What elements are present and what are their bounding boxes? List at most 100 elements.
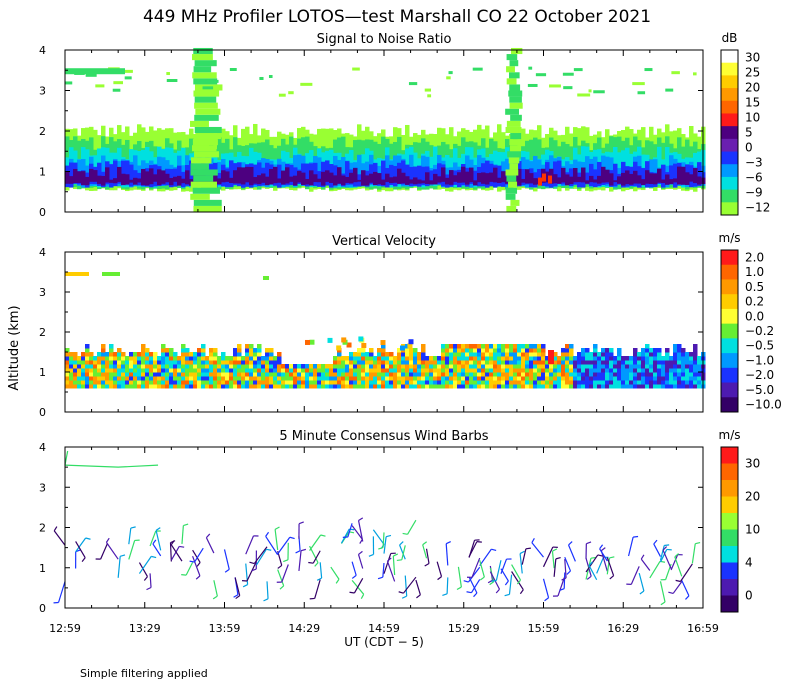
snr-cell <box>545 171 550 183</box>
snr-cell <box>357 179 362 182</box>
snr-cell <box>293 175 298 186</box>
velocity-cell <box>393 364 398 369</box>
velocity-cell <box>129 380 134 385</box>
velocity-cell <box>421 344 426 349</box>
wind-barb <box>466 591 472 594</box>
velocity-cell <box>593 376 598 381</box>
velocity-cell <box>541 348 546 353</box>
velocity-cell <box>245 372 250 377</box>
snr-cell <box>393 176 398 183</box>
velocity-cell <box>649 368 654 373</box>
velocity-cell <box>621 380 626 385</box>
velocity-cell <box>161 372 166 377</box>
velocity-cell <box>213 360 218 365</box>
snr-cell <box>521 178 526 183</box>
velocity-cell <box>585 364 590 369</box>
snr-cell <box>589 175 594 183</box>
velocity-cell <box>429 360 434 365</box>
snr-cell <box>562 72 574 76</box>
velocity-cell <box>605 384 610 389</box>
wind-barb <box>471 557 481 578</box>
velocity-cell <box>293 376 298 381</box>
velocity-cell <box>161 360 166 365</box>
velocity-cell <box>305 364 310 369</box>
velocity-cell <box>377 364 382 369</box>
velocity-cell <box>105 376 110 381</box>
velocity-cell <box>581 368 586 373</box>
velocity-cell <box>137 384 142 389</box>
snr-cell <box>193 66 212 73</box>
velocity-cell <box>217 372 222 377</box>
velocity-cell <box>377 376 382 381</box>
velocity-cell <box>489 348 494 353</box>
snr-cell <box>681 166 686 185</box>
snr-cell <box>125 160 130 185</box>
wind-barb <box>242 584 248 588</box>
velocity-cell <box>269 360 274 365</box>
velocity-cell <box>633 376 638 381</box>
velocity-cell <box>277 364 282 369</box>
velocity-cell <box>353 360 358 365</box>
velocity-cell <box>457 372 462 377</box>
velocity-cell <box>349 384 354 389</box>
velocity-cell <box>325 372 330 377</box>
y-tick-label: 3 <box>39 286 46 299</box>
wind-barb <box>386 560 396 582</box>
snr-cell <box>101 175 106 186</box>
snr-cell <box>510 145 522 152</box>
wind-barb <box>360 594 365 599</box>
velocity-cell <box>265 372 270 377</box>
velocity-cell <box>85 372 90 377</box>
velocity-cell <box>213 356 218 361</box>
velocity-cell <box>225 380 230 385</box>
velocity-cell <box>153 356 158 361</box>
wind-barb <box>424 562 430 567</box>
velocity-cell <box>693 372 698 377</box>
velocity-cell <box>545 368 550 373</box>
velocity-cell <box>461 384 466 389</box>
wind-barb <box>100 542 109 560</box>
velocity-cell <box>189 356 194 361</box>
velocity-cell <box>593 356 598 361</box>
velocity-cell <box>365 356 370 361</box>
velocity-cell <box>77 384 82 389</box>
velocity-cell <box>533 352 538 357</box>
velocity-cell <box>465 356 470 361</box>
velocity-cell <box>309 368 314 373</box>
velocity-cell <box>185 348 190 353</box>
velocity-cell <box>353 368 358 373</box>
velocity-cell <box>517 344 522 349</box>
colorbar-label: 30 <box>745 51 760 65</box>
wind-barb <box>179 545 185 548</box>
wind-barb <box>383 553 392 574</box>
velocity-cell <box>677 376 682 381</box>
colorbar: m/s2.01.00.50.20.0−0.2−0.5−1.0−2.0−5.0−1… <box>719 231 782 413</box>
velocity-cell <box>597 380 602 385</box>
velocity-cell <box>241 372 246 377</box>
velocity-cell <box>565 372 570 377</box>
velocity-cell <box>185 352 190 357</box>
velocity-cell <box>361 376 366 381</box>
snr-cell <box>221 170 226 183</box>
plot-area <box>65 47 706 212</box>
velocity-cell <box>561 356 566 361</box>
velocity-cell <box>133 352 138 357</box>
velocity-cell <box>201 360 206 365</box>
velocity-cell <box>577 380 582 385</box>
velocity-cell <box>113 376 118 381</box>
snr-cell <box>429 180 434 185</box>
velocity-cell <box>381 356 386 361</box>
velocity-cell <box>69 376 74 381</box>
snr-cell <box>389 177 394 184</box>
velocity-cell <box>441 368 446 373</box>
velocity-cell <box>493 344 498 349</box>
colorbar-swatch <box>721 323 738 339</box>
snr-cell <box>409 179 414 184</box>
velocity-cell <box>461 372 466 377</box>
velocity-cell <box>89 384 94 389</box>
velocity-cell <box>337 356 342 361</box>
velocity-cell <box>117 372 122 377</box>
velocity-cell <box>489 380 494 385</box>
velocity-cell <box>69 364 74 369</box>
snr-cell <box>506 175 517 182</box>
